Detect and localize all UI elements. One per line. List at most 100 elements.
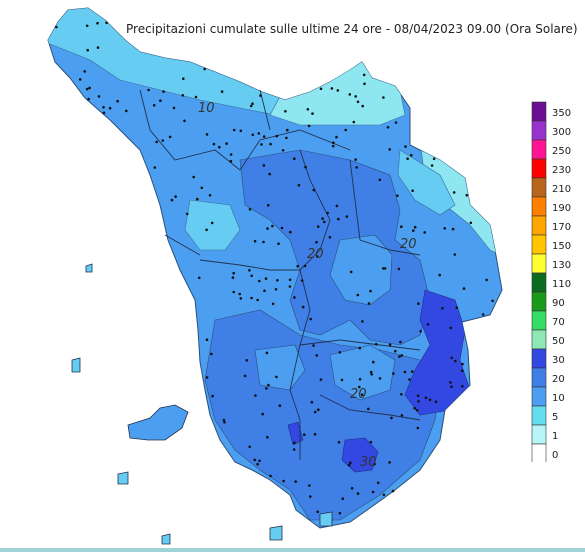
station-dot — [271, 302, 275, 306]
contour-label: 30 — [360, 455, 377, 470]
station-dot — [392, 372, 395, 375]
legend-swatch — [531, 424, 547, 445]
legend-swatch — [531, 291, 547, 312]
station-dot — [341, 497, 345, 501]
station-dot — [369, 440, 373, 444]
station-dot — [208, 194, 212, 197]
station-dot — [485, 278, 488, 282]
station-dot — [293, 296, 296, 299]
station-dot — [344, 128, 348, 132]
legend-label: 350 — [552, 108, 571, 119]
station-dot — [258, 279, 261, 283]
station-dot — [419, 330, 422, 333]
station-dot — [256, 462, 259, 466]
station-dot — [293, 157, 296, 160]
legend-label: 230 — [552, 165, 571, 176]
station-dot — [116, 99, 119, 103]
station-dot — [369, 370, 373, 374]
station-dot — [312, 344, 315, 347]
zone-5-10-west — [184, 199, 241, 251]
station-dot — [455, 306, 459, 310]
station-dot — [258, 459, 261, 463]
station-dot — [434, 400, 438, 404]
legend-swatch — [531, 386, 547, 407]
legend-label: 190 — [552, 203, 571, 214]
station-dot — [210, 221, 214, 225]
station-dot — [265, 351, 269, 355]
legend-label: 90 — [552, 298, 565, 309]
station-dot — [248, 445, 251, 449]
station-dot — [417, 400, 420, 403]
station-dot — [105, 21, 108, 25]
station-dot — [323, 220, 326, 224]
zone-20-30-center — [239, 149, 431, 346]
station-dot — [316, 255, 319, 258]
station-dot — [376, 481, 380, 485]
station-dot — [403, 370, 407, 374]
station-dot — [182, 77, 185, 80]
station-dot — [349, 461, 352, 465]
station-dot — [232, 271, 235, 275]
station-dot — [271, 224, 274, 228]
legend-swatch — [531, 215, 547, 236]
station-dot — [396, 194, 399, 197]
station-dot — [276, 279, 279, 282]
legend-swatch — [531, 139, 547, 160]
station-dot — [424, 396, 428, 400]
station-dot — [316, 510, 320, 514]
station-dot — [284, 110, 287, 113]
station-dot — [170, 198, 174, 202]
station-dot — [438, 273, 442, 277]
station-dot — [338, 511, 342, 515]
station-dot — [450, 356, 454, 360]
station-dot — [225, 142, 228, 145]
station-dot — [85, 87, 89, 91]
contour-label: 20 — [307, 247, 324, 262]
station-dot — [350, 487, 354, 490]
legend-label: 50 — [552, 336, 565, 347]
station-dot — [313, 432, 317, 436]
station-dot — [281, 149, 285, 152]
legend-swatch — [531, 348, 547, 369]
station-dot — [205, 338, 209, 342]
station-dot — [331, 144, 335, 148]
station-dot — [196, 197, 199, 201]
legend-swatch — [531, 443, 547, 462]
station-dot — [386, 126, 390, 129]
station-dot — [88, 86, 91, 90]
station-dot — [469, 221, 473, 225]
station-dot — [288, 285, 292, 288]
station-dot — [269, 142, 272, 146]
station-dot — [55, 25, 58, 29]
station-dot — [297, 183, 301, 187]
station-dot — [243, 374, 247, 378]
station-dot — [335, 204, 339, 208]
station-dot — [491, 299, 494, 303]
station-dot — [248, 208, 252, 211]
station-dot — [362, 73, 366, 77]
contour-label: 20 — [400, 237, 417, 252]
station-dot — [373, 462, 376, 466]
station-dot — [253, 239, 257, 243]
station-dot — [410, 370, 414, 373]
station-dot — [328, 235, 332, 239]
station-dot — [222, 418, 226, 422]
station-dot — [303, 264, 307, 268]
station-dot — [159, 99, 162, 102]
legend-swatch — [531, 120, 547, 141]
station-dot — [108, 106, 112, 110]
station-dot — [370, 373, 374, 376]
station-dot — [152, 104, 156, 107]
station-dot — [263, 289, 266, 293]
station-dot — [257, 132, 261, 135]
station-dot — [249, 104, 253, 108]
station-dot — [200, 186, 204, 190]
station-dot — [449, 381, 452, 384]
station-dot — [412, 229, 415, 232]
station-dot — [266, 435, 269, 439]
precipitation-legend: 3503002502302101901701501301109070503020… — [531, 101, 571, 462]
station-dot — [383, 267, 387, 270]
station-dot — [426, 323, 430, 326]
station-dot — [410, 153, 413, 157]
station-dot — [394, 349, 397, 353]
